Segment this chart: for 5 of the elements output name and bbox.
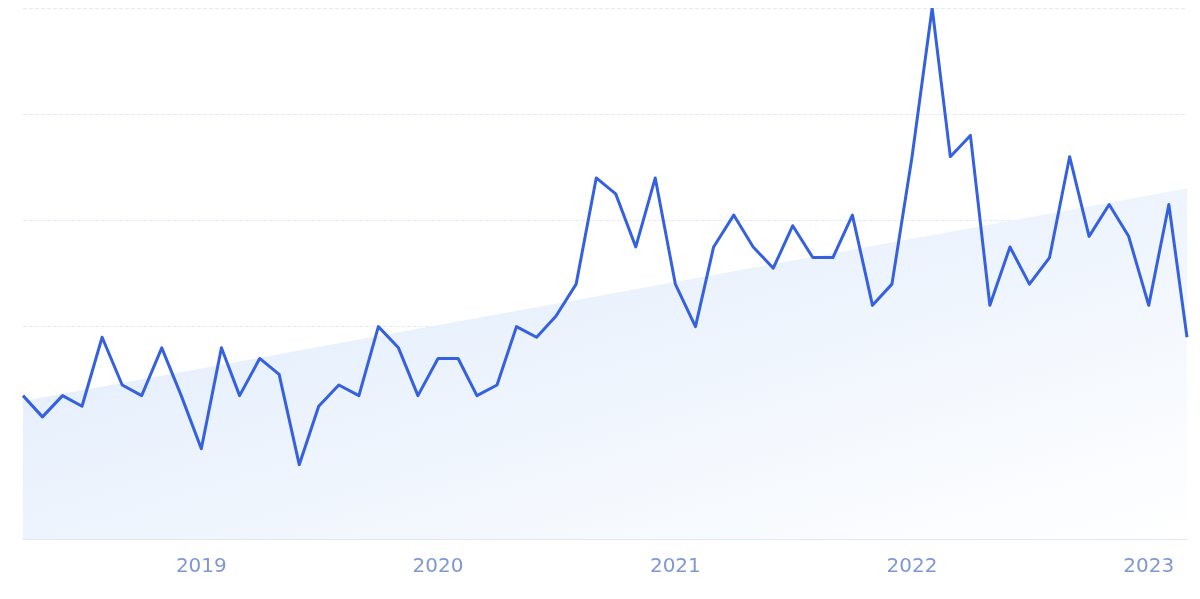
x-tick-label: 2021 [649,553,701,577]
x-tick-label: 2023 [1123,553,1175,577]
x-tick-label: 2019 [175,553,227,577]
x-tick-label: 2022 [886,553,938,577]
x-tick-label: 2020 [412,553,464,577]
